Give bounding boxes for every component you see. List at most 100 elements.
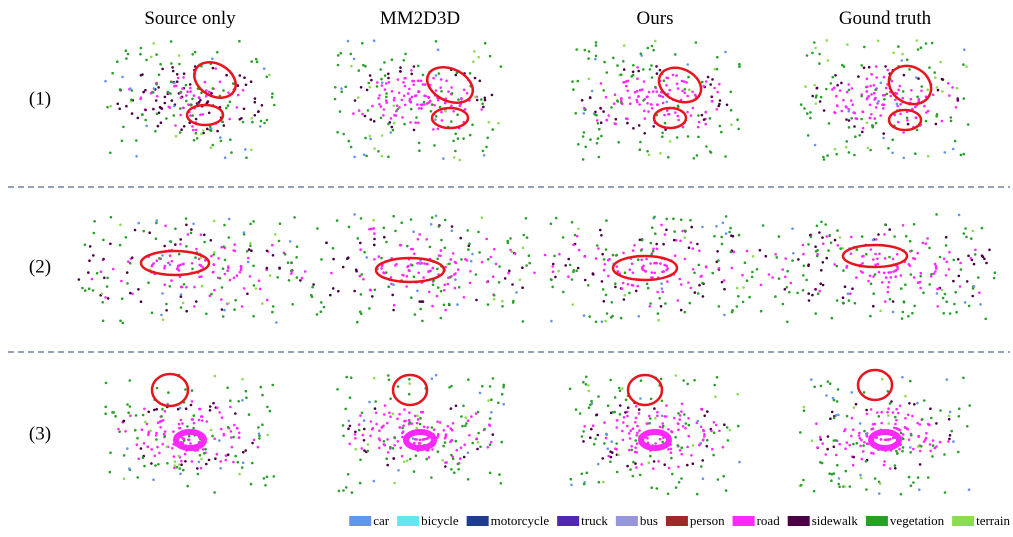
point xyxy=(659,438,662,441)
point xyxy=(241,378,244,381)
point xyxy=(460,258,463,261)
point xyxy=(624,271,627,274)
point xyxy=(316,313,319,316)
point xyxy=(349,425,352,428)
point xyxy=(378,103,381,106)
point xyxy=(928,247,931,250)
point xyxy=(487,399,490,402)
point xyxy=(152,478,155,481)
point xyxy=(628,292,631,295)
point xyxy=(87,271,90,274)
point xyxy=(651,107,654,110)
point xyxy=(816,446,819,449)
point xyxy=(462,405,465,408)
point xyxy=(819,436,822,439)
point xyxy=(423,426,426,429)
point xyxy=(426,426,429,429)
point xyxy=(885,87,888,90)
point xyxy=(244,449,247,452)
point xyxy=(643,110,646,113)
point xyxy=(213,438,216,441)
point xyxy=(627,283,630,286)
legend-label: sidewalk xyxy=(812,513,859,528)
legend-label: bus xyxy=(640,513,658,528)
point xyxy=(373,238,376,241)
point xyxy=(674,53,677,56)
highlight xyxy=(152,374,188,406)
point xyxy=(260,120,263,123)
point xyxy=(223,224,226,227)
point xyxy=(663,114,666,117)
point xyxy=(575,48,578,51)
point xyxy=(861,271,864,274)
point xyxy=(682,126,685,129)
point xyxy=(656,103,659,106)
point xyxy=(185,224,188,227)
point xyxy=(762,224,765,227)
point xyxy=(485,146,488,149)
point xyxy=(181,87,184,90)
point xyxy=(874,477,877,480)
point xyxy=(947,82,950,85)
point xyxy=(880,422,883,425)
point xyxy=(109,471,112,474)
point xyxy=(163,267,166,270)
point xyxy=(311,286,314,289)
point xyxy=(223,245,226,248)
point xyxy=(338,490,341,493)
point xyxy=(944,491,947,494)
point xyxy=(886,69,889,72)
point xyxy=(578,249,581,252)
point xyxy=(697,136,700,139)
point xyxy=(602,481,605,484)
point xyxy=(689,219,692,222)
point xyxy=(702,439,705,442)
point xyxy=(680,446,683,449)
point xyxy=(511,251,514,254)
point xyxy=(720,236,723,239)
point xyxy=(899,85,902,88)
point xyxy=(848,89,851,92)
point xyxy=(237,400,240,403)
point xyxy=(567,258,570,261)
point xyxy=(854,302,857,305)
point xyxy=(451,439,454,442)
point xyxy=(861,131,864,134)
point xyxy=(226,387,229,390)
point xyxy=(119,224,122,227)
point xyxy=(455,262,458,265)
point xyxy=(834,239,837,242)
point xyxy=(101,293,104,296)
point xyxy=(468,242,471,245)
point xyxy=(258,437,261,440)
point xyxy=(682,379,685,382)
point xyxy=(863,441,866,444)
point xyxy=(988,249,991,252)
row-label: (1) xyxy=(29,88,51,109)
point xyxy=(892,411,895,414)
point xyxy=(895,450,898,453)
point xyxy=(718,103,721,106)
point xyxy=(838,477,841,480)
point xyxy=(195,118,198,121)
point xyxy=(151,312,154,315)
point xyxy=(171,99,174,102)
point xyxy=(140,447,143,450)
point xyxy=(865,409,868,412)
point xyxy=(440,78,443,81)
point xyxy=(816,87,819,90)
point xyxy=(178,63,181,66)
point xyxy=(374,289,377,292)
column-header: Source only xyxy=(144,8,236,29)
point xyxy=(185,286,188,289)
point xyxy=(902,438,905,441)
point xyxy=(225,74,228,77)
point xyxy=(250,483,253,486)
point xyxy=(358,109,361,112)
point xyxy=(163,283,166,286)
point xyxy=(385,241,388,244)
point xyxy=(340,90,343,93)
point xyxy=(155,83,158,86)
point xyxy=(428,96,431,99)
point xyxy=(705,80,708,83)
